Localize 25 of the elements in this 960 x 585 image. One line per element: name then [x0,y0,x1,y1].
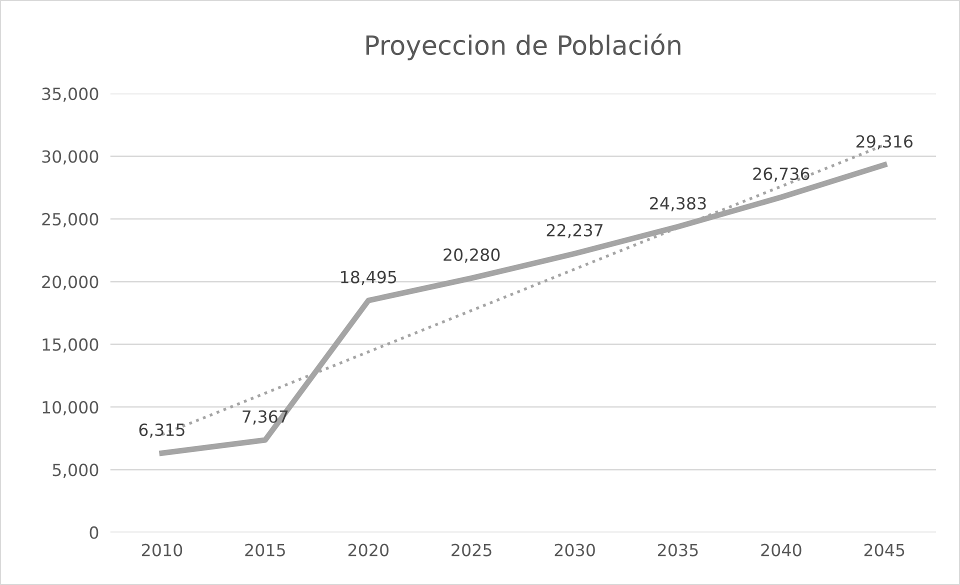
y-tick-label: 30,000 [42,150,98,165]
x-tick-label: 2010 [142,544,182,556]
data-label: 7,367 [242,410,288,425]
data-label: 20,280 [444,248,500,263]
data-label: 18,495 [341,270,396,286]
chart-title: Proyeccion de Población [366,34,680,60]
x-tick-label: 2045 [864,544,904,556]
data-label: 22,237 [546,224,603,238]
y-tick-label: 35,000 [42,88,98,102]
data-label: 29,316 [856,135,913,150]
x-tick-label: 2040 [761,544,802,556]
x-tick-label: 2015 [245,544,285,556]
x-tick-label: 2030 [554,544,595,556]
x-tick-label: 2020 [348,544,388,556]
data-label: 24,383 [650,196,706,212]
x-tick-label: 2025 [452,544,492,556]
y-tick-label: 25,000 [42,212,98,228]
y-tick-label: 20,000 [42,276,98,290]
y-tick-label: 0 [90,526,98,539]
y-tick-label: 10,000 [42,400,98,416]
y-tick-label: 5,000 [52,464,98,478]
data-label: 26,736 [753,167,810,182]
y-tick-label: 15,000 [42,338,98,353]
x-tick-label: 2035 [658,544,698,556]
data-label: 6,315 [139,423,184,438]
